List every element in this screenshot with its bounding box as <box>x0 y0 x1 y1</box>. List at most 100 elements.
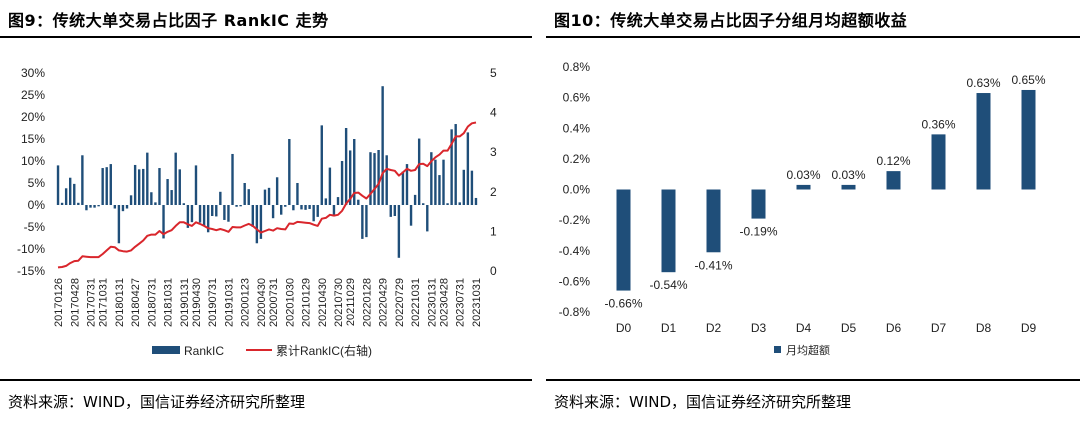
left-y-tick-label: 15% <box>21 132 45 146</box>
x-tick-label: 20180427 <box>130 278 142 327</box>
x-tick-label: 20170731 <box>85 278 97 327</box>
rankic-bar <box>137 169 141 205</box>
group-return-bar <box>976 93 991 190</box>
rankic-bar <box>308 205 311 209</box>
bar-data-label: 0.03% <box>786 168 820 182</box>
left-y-tick-label: 10% <box>21 154 45 168</box>
rankic-bar <box>267 187 271 205</box>
rankic-bar <box>271 205 275 219</box>
rankic-bar <box>426 205 429 232</box>
x-category-label: D7 <box>931 321 947 335</box>
rankic-bar <box>247 189 250 205</box>
rankic-bar <box>77 202 80 205</box>
rankic-bar <box>206 205 210 233</box>
x-category-label: D1 <box>661 321 677 335</box>
rankic-bar <box>194 165 198 205</box>
rankic-bar <box>466 132 470 205</box>
left-y-tick-label: -15% <box>17 264 45 278</box>
rankic-bar <box>454 124 457 205</box>
y-tick-label: -0.6% <box>559 274 591 288</box>
rankic-bar <box>223 205 226 220</box>
x-tick-label: 20170428 <box>69 278 81 327</box>
x-tick-label: 20210129 <box>301 278 313 327</box>
rankic-bar <box>462 169 465 205</box>
x-tick-label: 20210430 <box>317 278 329 327</box>
x-tick-label: 20190731 <box>207 278 219 327</box>
right-title-rule <box>546 36 1080 38</box>
rankic-bar <box>150 192 153 205</box>
rankic-bar <box>125 205 129 209</box>
x-tick-label: 20170126 <box>53 278 65 327</box>
rankic-bar <box>211 205 214 216</box>
rankic-bar <box>198 205 202 223</box>
rankic-bar <box>243 183 246 205</box>
x-tick-label: 20210730 <box>333 278 345 327</box>
rankic-bar <box>142 168 145 205</box>
x-tick-label: 20231031 <box>471 278 483 327</box>
legend-label-excess: 月均超额 <box>786 343 830 357</box>
rankic-bar <box>129 195 133 205</box>
rankic-bar <box>263 189 267 205</box>
rankic-bar <box>255 205 259 244</box>
rankic-bar <box>474 197 478 205</box>
group-return-bar <box>1021 89 1036 190</box>
bar-data-label: 0.36% <box>921 117 955 131</box>
bar-data-label: -0.41% <box>694 258 732 272</box>
right-source-rule <box>546 379 1080 381</box>
x-tick-label: 20200123 <box>240 278 252 327</box>
rankic-bar <box>251 205 254 227</box>
rankic-bar <box>89 205 92 208</box>
rankic-bar <box>296 183 299 205</box>
rankic-bar <box>389 205 392 217</box>
left-y-tick-label: 0% <box>28 198 46 212</box>
right-y-tick-label: 4 <box>490 106 497 120</box>
rankic-bar <box>438 175 441 205</box>
rankic-bar <box>353 139 356 205</box>
right-figure-title: 图10：传统大单交易占比因子分组月均超额收益 <box>554 11 908 30</box>
group-return-bar <box>706 189 721 253</box>
rankic-bar <box>158 168 161 205</box>
rankic-bar <box>60 202 64 205</box>
rankic-bar <box>332 205 336 217</box>
group-return-bar <box>751 189 766 219</box>
rankic-bar <box>292 205 295 211</box>
left-y-tick-label: 25% <box>21 88 45 102</box>
right-source-note: 资料来源：WIND，国信证券经济研究所整理 <box>554 393 852 411</box>
rankic-bar <box>434 159 437 205</box>
right-y-tick-label: 3 <box>490 145 497 159</box>
group-return-bar <box>931 134 946 190</box>
rankic-bar <box>312 205 315 222</box>
rankic-bar <box>174 152 177 205</box>
x-tick-label: 20171031 <box>98 278 110 327</box>
rankic-bar <box>239 205 242 207</box>
bar-data-label: 0.03% <box>831 168 865 182</box>
left-y-tick-label: 20% <box>21 110 45 124</box>
left-source-note: 资料来源：WIND，国信证券经济研究所整理 <box>8 393 306 411</box>
rankic-chart: 30% 25% 20% 15% 10% 5% 0% -5% -10% -15% 5 4 3 2 1 0 2017… <box>17 66 497 358</box>
rankic-bar <box>133 164 137 205</box>
rankic-bar <box>458 202 461 205</box>
y-tick-label: 0.2% <box>563 152 591 166</box>
rankic-bar <box>202 205 206 226</box>
rankic-bar <box>178 169 181 205</box>
rankic-bar <box>121 205 125 212</box>
x-tick-label: 20180131 <box>114 278 126 327</box>
right-figure-panel: 图10：传统大单交易占比因子分组月均超额收益 0.8% 0.6% 0.4% 0.2% 0… <box>546 0 1080 434</box>
rankic-bar <box>348 150 352 205</box>
x-tick-label: 20201030 <box>284 278 296 327</box>
left-y-tick-label: -10% <box>17 242 45 256</box>
x-tick-label: 20220128 <box>361 278 373 327</box>
x-category-label: D3 <box>751 321 767 335</box>
right-y-tick-label: 0 <box>490 264 497 278</box>
group-return-bar <box>616 189 631 291</box>
rankic-bar <box>357 199 360 205</box>
rankic-bar <box>190 205 194 223</box>
rankic-bar <box>64 188 68 205</box>
rankic-bar <box>170 190 173 205</box>
left-y-tick-label: 30% <box>21 66 45 80</box>
x-tick-label: 20211029 <box>345 278 357 326</box>
rankic-bar <box>227 205 230 222</box>
rankic-bar <box>235 205 238 207</box>
group-excess-return-chart: 0.8% 0.6% 0.4% 0.2% 0.0% -0.2% -0.4% -0.6% -0.8%… <box>559 60 1046 357</box>
rankic-bar <box>417 138 421 205</box>
